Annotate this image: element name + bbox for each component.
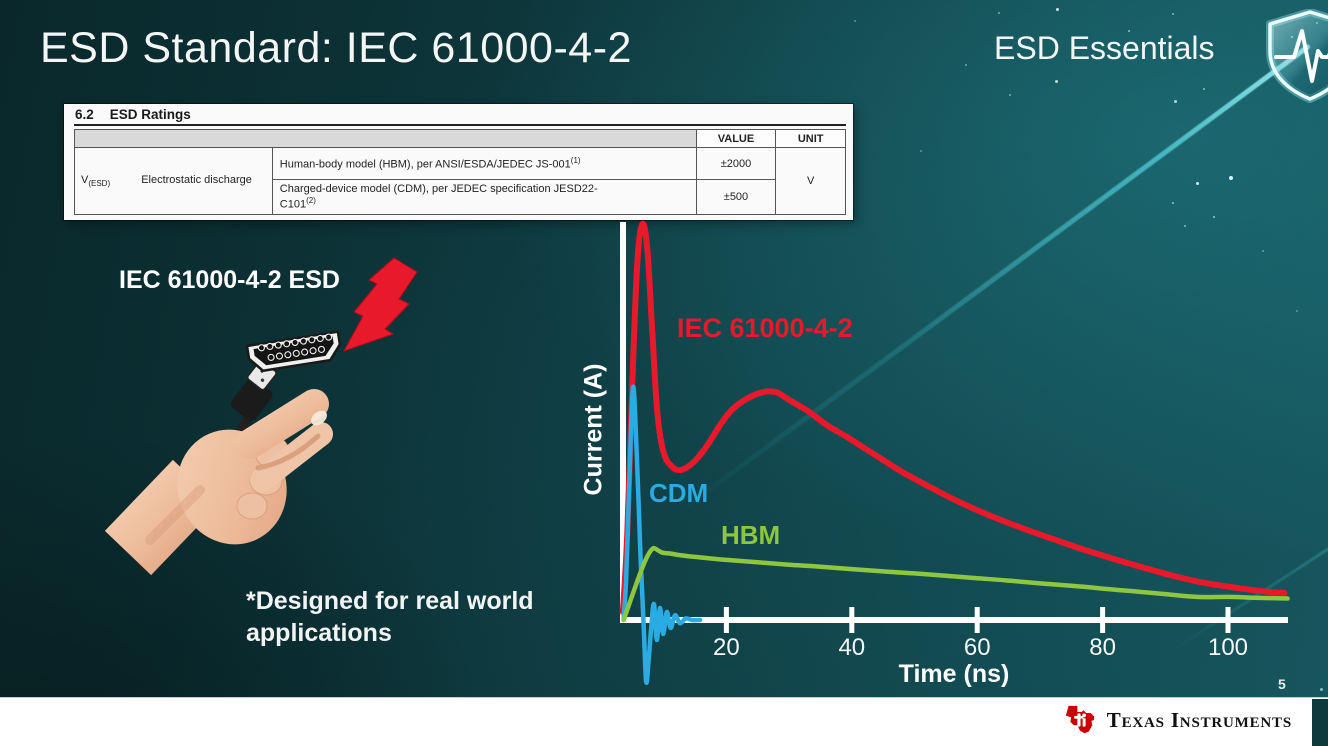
column-header-value: VALUE xyxy=(695,129,777,148)
star-dot xyxy=(1262,250,1264,252)
star-dot xyxy=(1009,94,1011,96)
slide-title: ESD Standard: IEC 61000-4-2 xyxy=(40,24,632,72)
illustration-caption: IEC 61000-4-2 ESD xyxy=(119,266,340,294)
x-tick xyxy=(723,607,729,633)
ti-logo: Texas Instruments xyxy=(1064,705,1292,735)
section-title: ESD Ratings xyxy=(109,107,191,122)
star-dot xyxy=(1296,310,1298,312)
hdmi-connector-icon xyxy=(245,330,342,373)
x-tick xyxy=(849,607,855,633)
hbm-rating-row: V(ESD) Electrostatic discharge Human-bod… xyxy=(74,147,846,215)
y-axis-line xyxy=(620,222,626,623)
hbm-description: Human-body model (HBM), per ANSI/ESDA/JE… xyxy=(271,147,697,180)
lightning-bolt-icon xyxy=(342,257,418,352)
curve-iec-61000-4-2 xyxy=(619,220,1288,615)
ratings-table-panel: 6.2 ESD Ratings VALUE UNIT V(ESD) Electro… xyxy=(64,104,853,220)
star-dot xyxy=(1172,13,1174,15)
star-dot xyxy=(1196,182,1199,185)
shield-pulse-icon xyxy=(1266,9,1328,103)
star-dot xyxy=(1172,202,1174,204)
hbm-value: ±2000 xyxy=(695,147,777,180)
ratings-section-heading: 6.2 ESD Ratings xyxy=(74,106,846,126)
footer-corner-notch xyxy=(1312,699,1328,746)
x-tick-label: 80 xyxy=(1089,634,1116,661)
star-dot xyxy=(1056,8,1059,11)
connector-shaft xyxy=(247,360,277,391)
light-beam-small xyxy=(1166,538,1328,655)
x-tick xyxy=(1100,607,1106,633)
parameter-symbol: V(ESD) xyxy=(81,173,111,189)
hbm-footnote-marker: (1) xyxy=(570,155,581,165)
x-tick-label: 20 xyxy=(713,634,740,661)
star-dot xyxy=(1174,100,1177,103)
star-dot xyxy=(1184,225,1186,227)
star-dot xyxy=(998,12,1000,14)
x-tick-label: 40 xyxy=(838,634,865,661)
x-tick xyxy=(974,607,980,633)
x-tick-label: 100 xyxy=(1208,634,1248,661)
star-dot xyxy=(1320,688,1323,691)
cdm-description: Charged-device model (CDM), per JEDEC sp… xyxy=(271,179,697,215)
connector-handle xyxy=(230,378,273,421)
curve-cdm xyxy=(621,384,703,686)
x-axis-title: Time (ns) xyxy=(898,660,1010,688)
column-header-unit: UNIT xyxy=(775,129,846,148)
star-dot xyxy=(965,64,967,66)
star-dot xyxy=(1213,216,1215,218)
footnote-text: *Designed for real world applications xyxy=(246,587,534,647)
star-dot xyxy=(1055,80,1058,83)
series-label-cdm: CDM xyxy=(649,478,709,508)
hand xyxy=(104,389,333,576)
page-number: 5 xyxy=(1278,676,1286,692)
star-dot xyxy=(854,20,856,22)
series-label-hbm: HBM xyxy=(721,520,781,550)
fingernail xyxy=(311,410,327,426)
x-tick-label: 60 xyxy=(964,634,991,661)
footer-bar: Texas Instruments xyxy=(0,697,1328,746)
ti-bug-icon xyxy=(1065,705,1094,734)
section-number: 6.2 xyxy=(75,107,94,122)
star-dot xyxy=(1229,176,1233,180)
star-dot xyxy=(1203,88,1205,90)
header-blank-cell xyxy=(74,129,697,148)
x-tick xyxy=(1225,607,1231,633)
unit-value: V xyxy=(775,147,846,215)
x-axis-line xyxy=(620,617,1288,623)
parameter-name: Electrostatic discharge xyxy=(141,173,252,186)
parameter-cell: V(ESD) Electrostatic discharge xyxy=(74,147,273,215)
curve-hbm xyxy=(621,545,1290,623)
cdm-rating-row: Charged-device model (CDM), per JEDEC sp… xyxy=(75,179,846,215)
ti-logo-text: Texas Instruments xyxy=(1106,707,1292,732)
program-badge-label: ESD Essentials xyxy=(994,30,1215,66)
star-dot xyxy=(920,150,922,152)
cdm-footnote-marker: (2) xyxy=(306,195,316,205)
y-axis-title: Current (A) xyxy=(579,363,608,496)
series-label-iec: IEC 61000-4-2 xyxy=(677,313,853,343)
cable xyxy=(139,401,259,570)
cdm-value: ±500 xyxy=(695,179,777,215)
ratings-table: VALUE UNIT V(ESD) Electrostatic discharg… xyxy=(74,129,846,215)
